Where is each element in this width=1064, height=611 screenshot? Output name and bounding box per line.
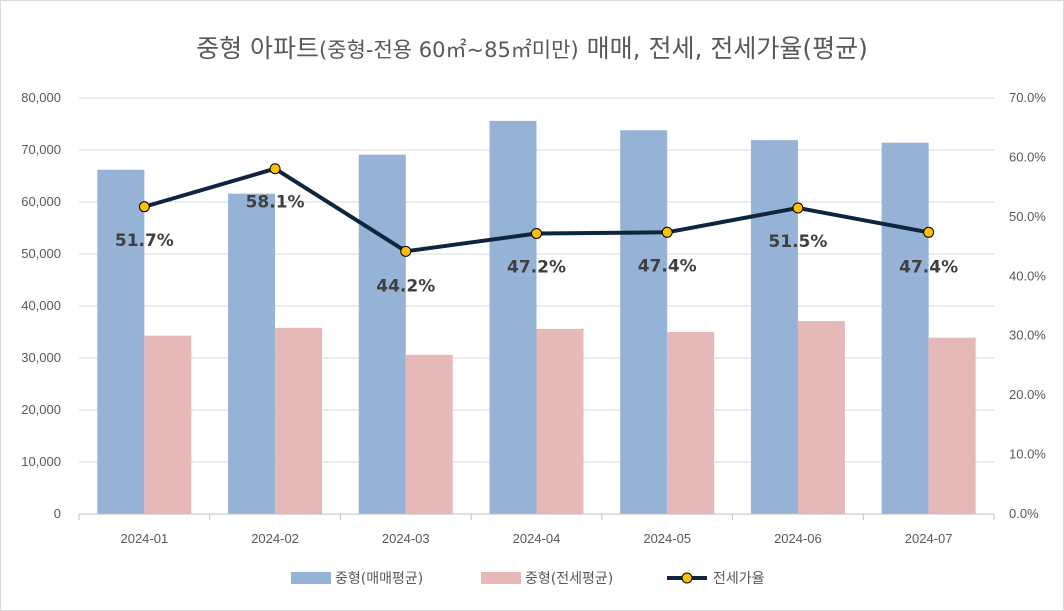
y-left-tick-label: 60,000 [21,194,61,209]
y-right-tick-label: 60.0% [1009,149,1046,164]
legend-swatch [481,572,521,584]
x-tick-label: 2024-06 [774,531,822,546]
y-right-tick-label: 30.0% [1009,328,1046,343]
x-tick-label: 2024-02 [251,531,299,546]
y-left-tick-label: 70,000 [21,142,61,157]
y-left-tick-label: 20,000 [21,402,61,417]
axes: 0 10,000 20,000 30,000 40,000 50,000 60,000 70,… [21,90,1046,546]
y-left-tick-label: 10,000 [21,454,61,469]
x-tick-label: 2024-07 [905,531,953,546]
data-label: 47.2% [507,257,566,277]
x-tick-label: 2024-03 [382,531,430,546]
bar [97,169,145,514]
legend-swatch [291,572,331,584]
line-marker [661,226,673,238]
y-right-tick-label: 10.0% [1009,447,1046,462]
y-left-tick-label: 80,000 [21,90,61,105]
data-label: 51.7% [115,231,174,251]
bar [797,321,845,514]
y-left-tick-label: 50,000 [21,246,61,261]
x-tick-label: 2024-04 [513,531,561,546]
x-tick-label: 2024-01 [120,531,168,546]
y-left-tick-label: 0 [54,506,61,521]
bar [667,332,715,514]
bar [405,354,453,514]
line-series [138,163,935,257]
bar [144,335,192,514]
bar [228,193,276,514]
line-marker [138,201,150,213]
y-right-tick-label: 0.0% [1009,506,1039,521]
line-marker [531,227,542,239]
data-label: 47.4% [638,256,697,276]
y-right-tick-label: 20.0% [1009,387,1046,402]
bar [750,140,798,514]
legend: 중형(매매평균) 중형(전세평균) 전세가율 [291,571,765,587]
legend-swatch-marker [681,572,693,584]
bar-series [97,120,976,515]
data-label: 58.1% [246,193,305,213]
bar [358,154,406,514]
bar [536,328,584,514]
y-right-tick-label: 40.0% [1009,268,1046,283]
bar [928,337,976,514]
data-label: 47.4% [899,257,958,277]
legend-label: 전세가율 [713,571,765,587]
data-label: 51.5% [768,232,827,252]
data-labels: 51.7% 58.1% 44.2% 47.2% 47.4% 51.5% 47.4% [115,193,958,297]
line-marker [923,226,935,238]
bar [275,327,323,514]
y-right-tick-label: 50.0% [1009,209,1046,224]
bar [620,130,668,515]
bar [881,142,929,514]
bar [489,120,537,514]
y-left-tick-label: 30,000 [21,350,61,365]
legend-label: 중형(전세평균) [525,571,613,587]
legend-label: 중형(매매평균) [335,571,423,587]
data-label: 44.2% [376,276,435,296]
line-marker [269,163,281,175]
line-marker [792,202,804,214]
line-marker [400,245,412,257]
y-left-tick-label: 40,000 [21,298,61,313]
x-tick-label: 2024-05 [643,531,691,546]
chart-title: 중형 아파트(중형-전용 60㎡~85㎡미만) 매매, 전세, 전세가율(평균) [196,34,868,63]
y-right-tick-label: 70.0% [1009,90,1046,105]
